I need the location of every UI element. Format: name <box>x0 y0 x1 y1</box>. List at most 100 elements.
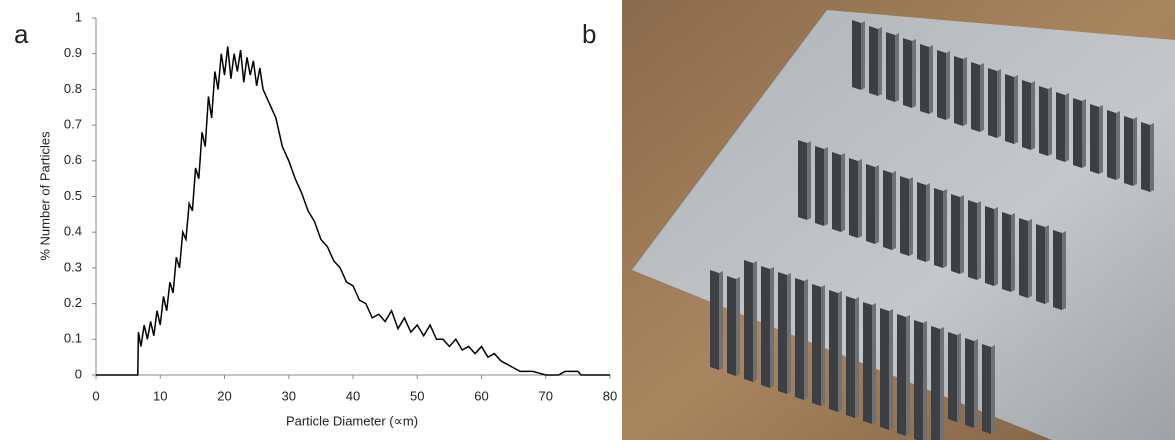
fin-side <box>875 165 879 244</box>
fin <box>880 330 889 430</box>
fin <box>1124 116 1133 186</box>
x-tick-label: 20 <box>217 388 231 403</box>
fin-side <box>736 277 740 376</box>
fin <box>710 270 719 370</box>
fin-side <box>1014 75 1018 144</box>
data-line <box>96 46 610 376</box>
fin-side <box>824 147 828 226</box>
fin-side <box>1048 87 1052 156</box>
y-tick-label: 0 <box>75 366 82 381</box>
fin-side <box>838 313 842 412</box>
fin-side <box>753 283 757 382</box>
fin-side <box>858 159 862 238</box>
x-tick-label: 40 <box>346 388 360 403</box>
fin-side <box>861 21 865 90</box>
fin-side <box>991 345 995 434</box>
fin-side <box>1065 93 1069 162</box>
fin <box>1019 218 1028 298</box>
fin <box>883 170 892 250</box>
fin <box>744 282 753 382</box>
fin <box>1039 86 1048 156</box>
fin <box>815 146 824 226</box>
fin <box>914 342 923 440</box>
fin-side <box>957 333 961 422</box>
fin <box>869 26 878 96</box>
fin-side <box>912 39 916 108</box>
fin <box>1005 74 1014 144</box>
panel-label: a <box>14 19 29 49</box>
chart: a b Particle Diameter (∝m) % Number of P… <box>14 9 617 428</box>
fin-side <box>804 301 808 400</box>
fin <box>795 300 804 400</box>
fin <box>812 306 821 406</box>
fin <box>920 44 929 114</box>
fin <box>1090 104 1099 174</box>
x-tick-label: 30 <box>282 388 296 403</box>
fin <box>832 152 841 232</box>
fin-side <box>895 33 899 102</box>
fin <box>886 32 895 102</box>
y-axis-title: % Number of Particles <box>37 131 52 261</box>
fin-side <box>1099 105 1103 174</box>
fin-side <box>943 189 947 268</box>
fin <box>988 68 997 138</box>
fin <box>951 194 960 274</box>
fins <box>710 20 1154 440</box>
y-tick-label: 0.7 <box>64 117 82 132</box>
fin-side <box>821 307 825 406</box>
fin <box>948 332 957 422</box>
fin-side <box>1028 219 1032 298</box>
y-tick-label: 0.9 <box>64 45 82 60</box>
fin <box>1056 92 1065 162</box>
fin-side <box>909 177 913 256</box>
x-tick-label: 0 <box>92 388 99 403</box>
fin <box>985 206 994 286</box>
fin <box>852 20 861 90</box>
fin <box>829 312 838 412</box>
fin-side <box>929 45 933 114</box>
fin <box>727 276 736 376</box>
fin <box>965 338 974 428</box>
fin <box>863 324 872 424</box>
fin-side <box>1031 81 1035 150</box>
fin <box>1053 230 1062 310</box>
y-tick-label: 1 <box>75 9 82 24</box>
y-tick-label: 0.1 <box>64 331 82 346</box>
fin-side <box>906 337 910 436</box>
x-tick-label: 70 <box>539 388 553 403</box>
x-axis-title: Particle Diameter (∝m) <box>286 413 418 428</box>
fin-side <box>878 27 882 96</box>
x-tick-label: 80 <box>603 388 617 403</box>
fin-side <box>892 171 896 250</box>
fin-side <box>1011 213 1015 292</box>
fin-side <box>974 339 978 428</box>
fin-side <box>940 349 944 440</box>
fin <box>798 140 807 220</box>
fin-side <box>719 271 723 370</box>
fin <box>982 344 991 434</box>
fin <box>849 158 858 238</box>
fin-side <box>1045 225 1049 304</box>
fin-side <box>1133 117 1137 186</box>
fin-side <box>960 195 964 274</box>
fin <box>954 56 963 126</box>
fin <box>1002 212 1011 292</box>
fin <box>1107 110 1116 180</box>
y-tick-label: 0.5 <box>64 188 82 203</box>
y-tick-label: 0.3 <box>64 259 82 274</box>
fin <box>1141 122 1150 192</box>
fin <box>778 294 787 394</box>
fin-side <box>1062 231 1066 310</box>
y-tick-label: 0.8 <box>64 81 82 96</box>
y-tick-label: 0.6 <box>64 152 82 167</box>
fin-side <box>1116 111 1120 180</box>
panel-label: b <box>582 19 596 49</box>
fin <box>971 62 980 132</box>
fin <box>931 348 940 440</box>
fin-side <box>841 153 845 232</box>
fin <box>1036 224 1045 304</box>
fin-side <box>889 331 893 430</box>
fin-side <box>855 319 859 418</box>
photo <box>622 0 1175 440</box>
y-tick-label: 0.2 <box>64 295 82 310</box>
